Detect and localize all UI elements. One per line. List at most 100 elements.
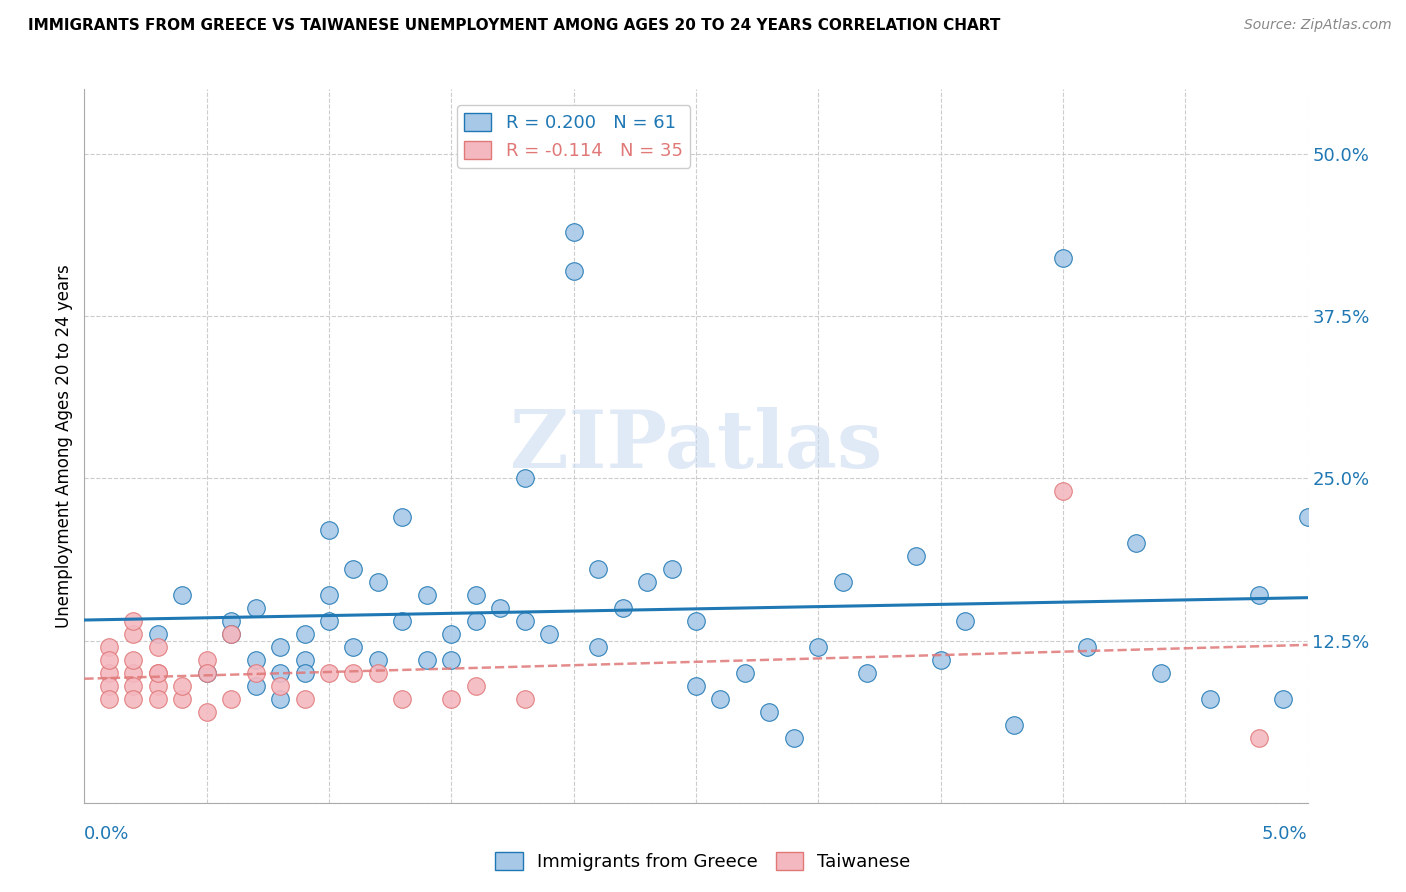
Point: [440, 692, 463, 706]
Point: [122, 614, 145, 628]
Point: [97, 640, 120, 654]
Point: [146, 640, 169, 654]
Point: [172, 588, 194, 602]
Point: [685, 614, 707, 628]
Point: [97, 679, 120, 693]
Point: [856, 666, 879, 681]
Point: [269, 666, 291, 681]
Point: [391, 510, 413, 524]
Point: [294, 692, 316, 706]
Point: [294, 666, 316, 681]
Point: [513, 692, 536, 706]
Point: [513, 471, 536, 485]
Point: [586, 562, 609, 576]
Point: [538, 627, 561, 641]
Y-axis label: Unemployment Among Ages 20 to 24 years: Unemployment Among Ages 20 to 24 years: [55, 264, 73, 628]
Point: [1150, 666, 1173, 681]
Point: [513, 614, 536, 628]
Point: [146, 666, 169, 681]
Point: [342, 666, 364, 681]
Point: [318, 524, 340, 538]
Point: [195, 653, 218, 667]
Point: [807, 640, 830, 654]
Point: [195, 666, 218, 681]
Point: [342, 640, 364, 654]
Point: [269, 679, 291, 693]
Point: [146, 666, 169, 681]
Point: [464, 679, 486, 693]
Point: [146, 627, 169, 641]
Point: [122, 627, 145, 641]
Point: [562, 225, 585, 239]
Point: [146, 679, 169, 693]
Point: [122, 679, 145, 693]
Legend: Immigrants from Greece, Taiwanese: Immigrants from Greece, Taiwanese: [488, 845, 918, 879]
Point: [97, 666, 120, 681]
Point: [1198, 692, 1220, 706]
Point: [245, 601, 267, 615]
Point: [1247, 588, 1270, 602]
Point: [709, 692, 731, 706]
Point: [440, 653, 463, 667]
Point: [122, 692, 145, 706]
Point: [269, 640, 291, 654]
Point: [391, 614, 413, 628]
Point: [318, 666, 340, 681]
Point: [245, 679, 267, 693]
Point: [636, 575, 658, 590]
Point: [195, 666, 218, 681]
Point: [1076, 640, 1098, 654]
Point: [342, 562, 364, 576]
Point: [146, 692, 169, 706]
Point: [318, 588, 340, 602]
Point: [122, 653, 145, 667]
Point: [195, 705, 218, 719]
Legend: R = 0.200   N = 61, R = -0.114   N = 35: R = 0.200 N = 61, R = -0.114 N = 35: [457, 105, 690, 168]
Point: [219, 614, 242, 628]
Text: 5.0%: 5.0%: [1263, 825, 1308, 843]
Point: [1052, 251, 1074, 265]
Point: [269, 692, 291, 706]
Point: [172, 692, 194, 706]
Point: [1002, 718, 1025, 732]
Point: [245, 653, 267, 667]
Point: [612, 601, 634, 615]
Point: [391, 692, 413, 706]
Point: [219, 627, 242, 641]
Point: [464, 614, 486, 628]
Point: [1052, 484, 1074, 499]
Point: [831, 575, 853, 590]
Point: [1272, 692, 1295, 706]
Point: [367, 653, 389, 667]
Point: [1296, 510, 1319, 524]
Point: [367, 666, 389, 681]
Point: [440, 627, 463, 641]
Point: [929, 653, 952, 667]
Point: [122, 666, 145, 681]
Point: [416, 653, 439, 667]
Point: [905, 549, 928, 564]
Point: [318, 614, 340, 628]
Point: [661, 562, 683, 576]
Point: [734, 666, 756, 681]
Point: [97, 692, 120, 706]
Point: [489, 601, 512, 615]
Point: [464, 588, 486, 602]
Point: [1247, 731, 1270, 745]
Point: [97, 653, 120, 667]
Point: [953, 614, 976, 628]
Point: [172, 679, 194, 693]
Point: [562, 264, 585, 278]
Text: 0.0%: 0.0%: [84, 825, 129, 843]
Point: [783, 731, 806, 745]
Point: [294, 653, 316, 667]
Point: [1125, 536, 1147, 550]
Point: [245, 666, 267, 681]
Point: [416, 588, 439, 602]
Point: [685, 679, 707, 693]
Point: [219, 627, 242, 641]
Text: IMMIGRANTS FROM GREECE VS TAIWANESE UNEMPLOYMENT AMONG AGES 20 TO 24 YEARS CORRE: IMMIGRANTS FROM GREECE VS TAIWANESE UNEM…: [28, 18, 1001, 33]
Point: [367, 575, 389, 590]
Text: ZIPatlas: ZIPatlas: [510, 407, 882, 485]
Point: [219, 692, 242, 706]
